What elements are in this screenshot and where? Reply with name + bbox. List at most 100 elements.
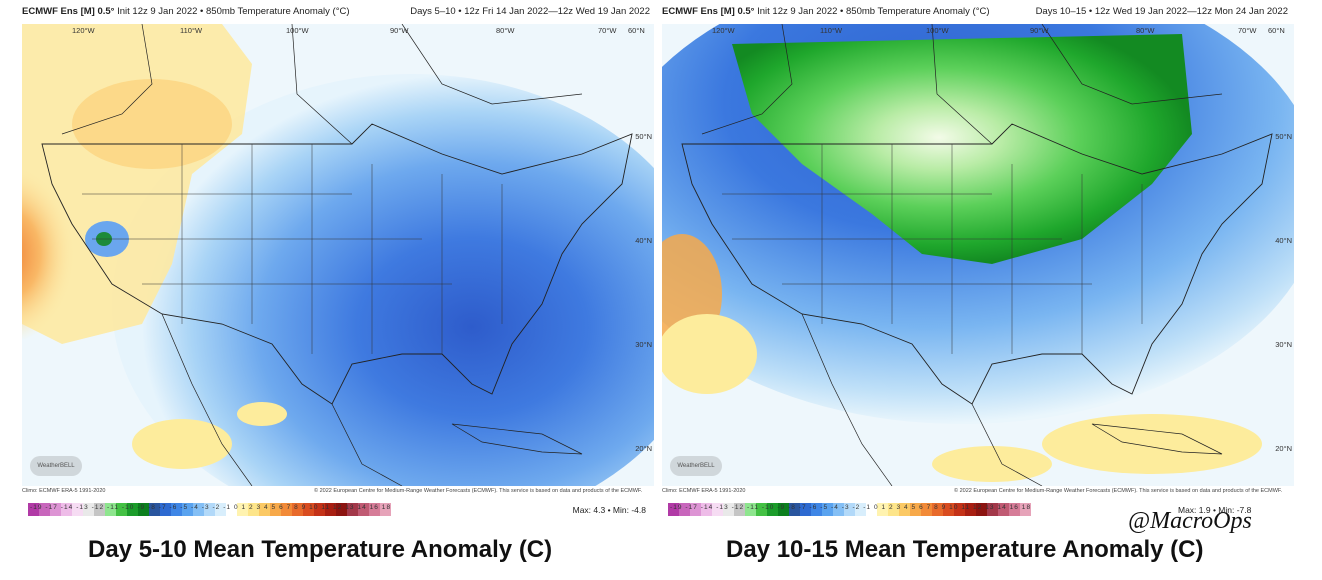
lat-label: 50°N (635, 132, 652, 141)
lon-label: 80°W (1136, 26, 1155, 35)
weatherbell-logo: WeatherBELL (670, 456, 722, 476)
anomaly-map: 120°W 110°W 100°W 90°W 80°W 70°W 60°N 50… (22, 24, 654, 486)
state-borders (722, 144, 1143, 354)
lon-label: 70°W (1238, 26, 1257, 35)
scale-swatch (39, 503, 50, 516)
lon-label: 80°W (496, 26, 515, 35)
scale-swatch (193, 503, 204, 516)
scale-swatch (226, 503, 237, 516)
lat-label: 40°N (1275, 236, 1292, 245)
color-scale (28, 503, 391, 516)
max-min-label: Max: 1.9 • Min: -7.8 (1178, 505, 1252, 515)
lat-label: 40°N (635, 236, 652, 245)
scale-swatch (149, 503, 160, 516)
scale-swatch (248, 503, 259, 516)
lon-label: 120°W (712, 26, 735, 35)
scale-swatch (767, 503, 778, 516)
lon-label: 90°W (390, 26, 409, 35)
scale-swatch (347, 503, 358, 516)
scale-swatch (105, 503, 116, 516)
scale-swatch (976, 503, 987, 516)
scale-swatch (182, 503, 193, 516)
header-brand: ECMWF Ens [M] 0.5° (662, 6, 755, 17)
lon-label: 100°W (926, 26, 949, 35)
state-borders (82, 144, 503, 354)
scale-swatch (292, 503, 303, 516)
max-min-label: Max: 4.3 • Min: -4.8 (572, 505, 646, 515)
header-valid: Days 10–15 • 12z Wed 19 Jan 2022—12z Mon… (1035, 6, 1288, 17)
color-scale (668, 503, 1031, 516)
scale-swatch (1009, 503, 1020, 516)
scale-swatch (237, 503, 248, 516)
scale-swatch (380, 503, 391, 516)
scale-ticks: -19 -17 -14 -13 -12 -11 -10 -9 -8 -7 -6 … (670, 504, 1032, 511)
scale-swatch (336, 503, 347, 516)
scale-swatch (314, 503, 325, 516)
author-handle: @MacroOps (1128, 508, 1252, 534)
scale-swatch (690, 503, 701, 516)
scale-swatch (1020, 503, 1031, 516)
lat-label: 50°N (1275, 132, 1292, 141)
scale-swatch (987, 503, 998, 516)
panel-day10-15: ECMWF Ens [M] 0.5° Init 12z 9 Jan 2022 •… (658, 0, 1298, 580)
caption: Day 10-15 Mean Temperature Anomaly (C) (726, 536, 1204, 563)
scale-swatch (965, 503, 976, 516)
lon-label: 120°W (72, 26, 95, 35)
lat-label: 30°N (1275, 340, 1292, 349)
caption: Day 5-10 Mean Temperature Anomaly (C) (88, 536, 553, 563)
map-svg (22, 24, 654, 486)
footer-climo: Climo: ECMWF ERA-5 1991-2020 (22, 488, 106, 494)
footer-copyright: © 2022 European Centre for Medium-Range … (314, 488, 643, 494)
scale-swatch (679, 503, 690, 516)
scale-swatch (127, 503, 138, 516)
scale-swatch (811, 503, 822, 516)
strong-cold-anomaly-region (732, 34, 1192, 264)
scale-swatch (745, 503, 756, 516)
lon-label: 100°W (286, 26, 309, 35)
scale-swatch (215, 503, 226, 516)
scale-ticks: -19 -17 -14 -13 -12 -11 -10 -9 -8 -7 -6 … (30, 504, 392, 511)
lon-label: 60°N (628, 26, 645, 35)
scale-swatch (701, 503, 712, 516)
header-desc: Init 12z 9 Jan 2022 • 850mb Temperature … (757, 6, 990, 17)
panel-day5-10: ECMWF Ens [M] 0.5° Init 12z 9 Jan 2022 •… (18, 0, 658, 580)
lat-label: 20°N (1275, 444, 1292, 453)
scale-swatch (270, 503, 281, 516)
scale-swatch (171, 503, 182, 516)
scale-swatch (712, 503, 723, 516)
panel-header: ECMWF Ens [M] 0.5° Init 12z 9 Jan 2022 •… (22, 6, 350, 22)
scale-swatch (932, 503, 943, 516)
scale-swatch (668, 503, 679, 516)
scale-swatch (116, 503, 127, 516)
header-brand: ECMWF Ens [M] 0.5° (22, 6, 115, 17)
header-valid: Days 5–10 • 12z Fri 14 Jan 2022—12z Wed … (410, 6, 650, 17)
scale-swatch (94, 503, 105, 516)
lon-label: 110°W (180, 26, 203, 35)
scale-swatch (998, 503, 1009, 516)
scale-swatch (855, 503, 866, 516)
lat-label: 30°N (635, 340, 652, 349)
scale-swatch (723, 503, 734, 516)
anomaly-map: 120°W 110°W 100°W 90°W 80°W 70°W 60°N 50… (662, 24, 1294, 486)
scale-swatch (325, 503, 336, 516)
lon-label: 110°W (820, 26, 843, 35)
scale-swatch (83, 503, 94, 516)
cold-anomaly-region (112, 74, 654, 486)
scale-swatch (789, 503, 800, 516)
lat-label: 20°N (635, 444, 652, 453)
scale-swatch (954, 503, 965, 516)
scale-swatch (61, 503, 72, 516)
scale-swatch (204, 503, 215, 516)
lon-label: 60°N (1268, 26, 1285, 35)
scale-swatch (943, 503, 954, 516)
scale-swatch (877, 503, 888, 516)
header-desc: Init 12z 9 Jan 2022 • 850mb Temperature … (117, 6, 350, 17)
scale-swatch (866, 503, 877, 516)
scale-swatch (50, 503, 61, 516)
scale-swatch (160, 503, 171, 516)
scale-swatch (921, 503, 932, 516)
us-outline (41, 123, 633, 405)
scale-swatch (899, 503, 910, 516)
scale-swatch (72, 503, 83, 516)
panel-header: ECMWF Ens [M] 0.5° Init 12z 9 Jan 2022 •… (662, 6, 990, 22)
